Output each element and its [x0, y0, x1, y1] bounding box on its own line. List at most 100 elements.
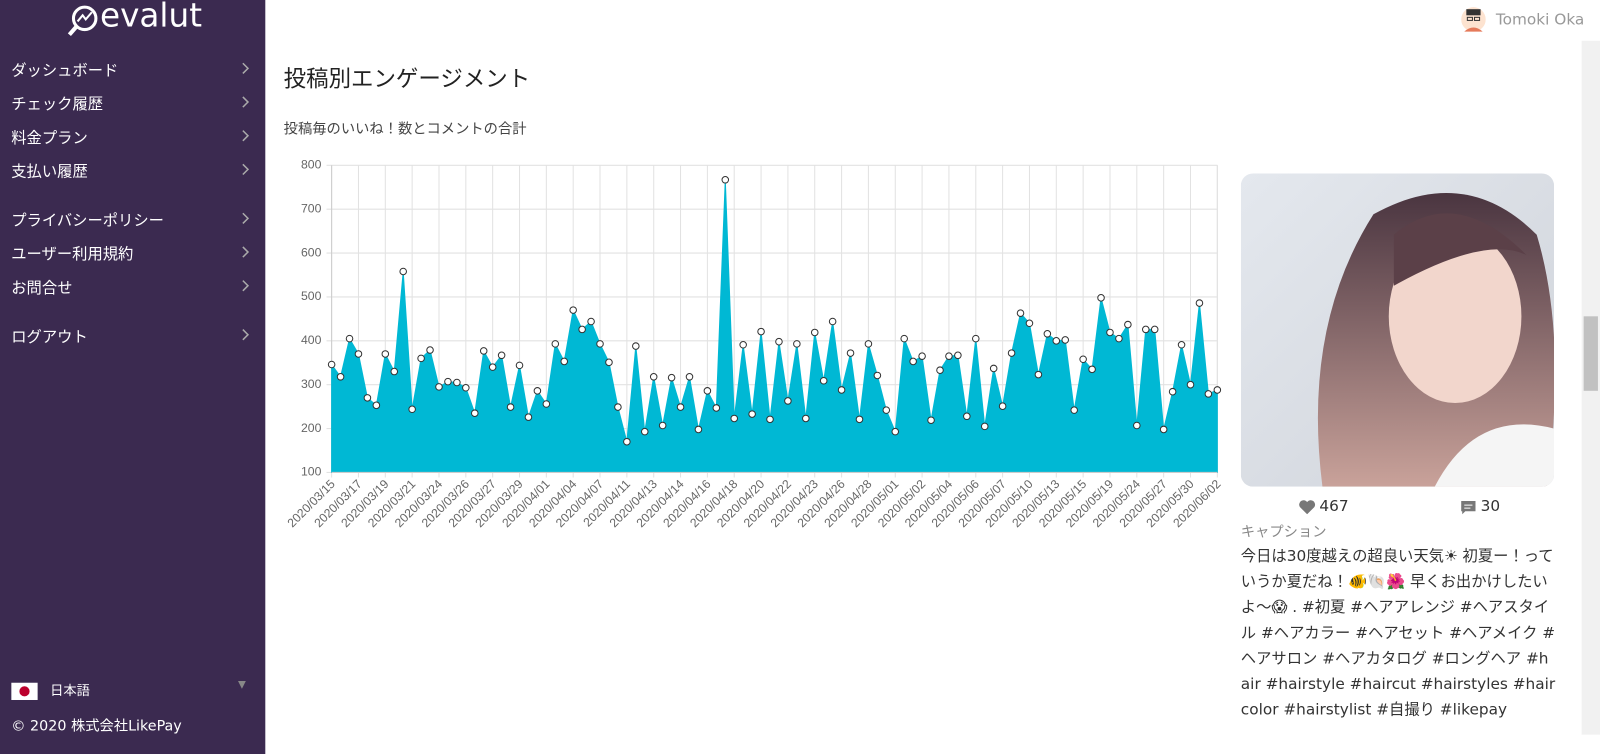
menu-label: 支払い履歴	[11, 162, 88, 181]
point	[694, 425, 703, 434]
y-tick-label: 500	[301, 289, 322, 303]
point	[1186, 380, 1195, 389]
point	[1079, 355, 1087, 364]
point	[345, 334, 354, 343]
point	[1088, 365, 1096, 374]
point	[793, 340, 801, 348]
menu-item[interactable]: ログアウト	[11, 326, 252, 347]
point	[1034, 370, 1043, 379]
point	[1115, 334, 1123, 343]
logo[interactable]: evalut	[99, 0, 202, 35]
menu-item[interactable]: ユーザー利用規約	[11, 243, 252, 264]
menu-label: お問合せ	[11, 278, 73, 297]
language-select[interactable]: 日本語 ▼	[11, 680, 246, 700]
point	[632, 342, 640, 350]
point	[578, 325, 586, 334]
point	[766, 415, 774, 424]
y-tick-label: 800	[301, 158, 322, 172]
point	[1195, 299, 1204, 307]
point	[605, 358, 613, 367]
chevron	[242, 280, 250, 292]
point	[900, 334, 908, 343]
language: 日本語	[50, 683, 90, 699]
point	[560, 357, 569, 366]
user-name[interactable]: Tomoki Oka	[1495, 10, 1585, 29]
point	[470, 409, 479, 417]
point	[354, 350, 363, 358]
point	[1124, 320, 1132, 329]
y-tick-label: 300	[301, 377, 322, 391]
point	[784, 397, 792, 405]
point	[515, 361, 524, 370]
point	[363, 394, 372, 402]
point	[372, 401, 381, 410]
caption-label: キャプション	[1240, 524, 1327, 541]
chevron	[242, 130, 250, 142]
menu-item[interactable]: 支払い履歴	[11, 160, 252, 181]
point	[623, 437, 631, 446]
logo-icon	[67, 5, 98, 37]
menu-item[interactable]: チェック履歴	[11, 93, 252, 114]
point	[381, 350, 390, 358]
point	[1007, 349, 1016, 357]
point	[739, 340, 747, 349]
y-tick-label: 200	[301, 421, 322, 435]
menu-label: チェック履歴	[11, 94, 104, 114]
point	[980, 422, 989, 431]
point	[1097, 294, 1105, 302]
point	[1204, 390, 1213, 398]
point	[989, 364, 998, 373]
point	[855, 415, 864, 424]
point	[587, 317, 595, 326]
menu-item[interactable]: 料金プラン	[11, 127, 252, 148]
point	[426, 346, 434, 354]
point	[945, 352, 953, 360]
chevron	[242, 163, 250, 176]
point	[1052, 337, 1061, 345]
point	[963, 412, 971, 421]
point	[918, 352, 926, 360]
chevron	[242, 246, 250, 258]
point	[417, 354, 425, 363]
point	[819, 376, 828, 385]
point	[685, 373, 694, 381]
post-image	[1240, 173, 1555, 487]
sidebar: evalut ダッシュボード チェック履歴料金プラン支払い履歴プライバシーポリシー…	[0, 0, 266, 754]
area	[331, 179, 1218, 473]
point	[435, 383, 443, 391]
photo-placeholder	[1240, 173, 1555, 487]
point	[1159, 425, 1168, 434]
chevron	[242, 62, 250, 75]
point	[802, 414, 810, 423]
point	[667, 373, 676, 382]
y-tick-label: 700	[301, 201, 322, 215]
avatar[interactable]	[1460, 6, 1487, 33]
point	[703, 387, 712, 395]
point	[542, 400, 551, 408]
point	[846, 349, 855, 357]
menu-item[interactable]: ダッシュボード	[11, 59, 252, 80]
menu-item[interactable]: お問合せ	[11, 277, 252, 298]
point	[882, 406, 891, 414]
point	[462, 383, 470, 392]
point	[1016, 309, 1025, 317]
caption: 今日は30度越えの超良い天気☀ 初夏ー！っていうか夏だね！🐠🐚🌺 早くお出かけし…	[1240, 546, 1556, 719]
point	[810, 328, 819, 337]
point	[488, 363, 497, 371]
point	[712, 404, 721, 412]
point	[954, 351, 962, 360]
point	[497, 351, 506, 360]
point	[676, 403, 685, 411]
point	[444, 377, 452, 386]
point	[748, 410, 756, 418]
point	[327, 360, 336, 369]
point	[1213, 386, 1222, 394]
menu-item[interactable]: プライバシーポリシー	[11, 209, 252, 230]
point	[1025, 319, 1034, 328]
menu-label: プライバシーポリシー	[11, 211, 164, 230]
scrollbar-thumb[interactable]	[1583, 316, 1598, 391]
point	[658, 421, 667, 430]
point	[936, 366, 944, 374]
